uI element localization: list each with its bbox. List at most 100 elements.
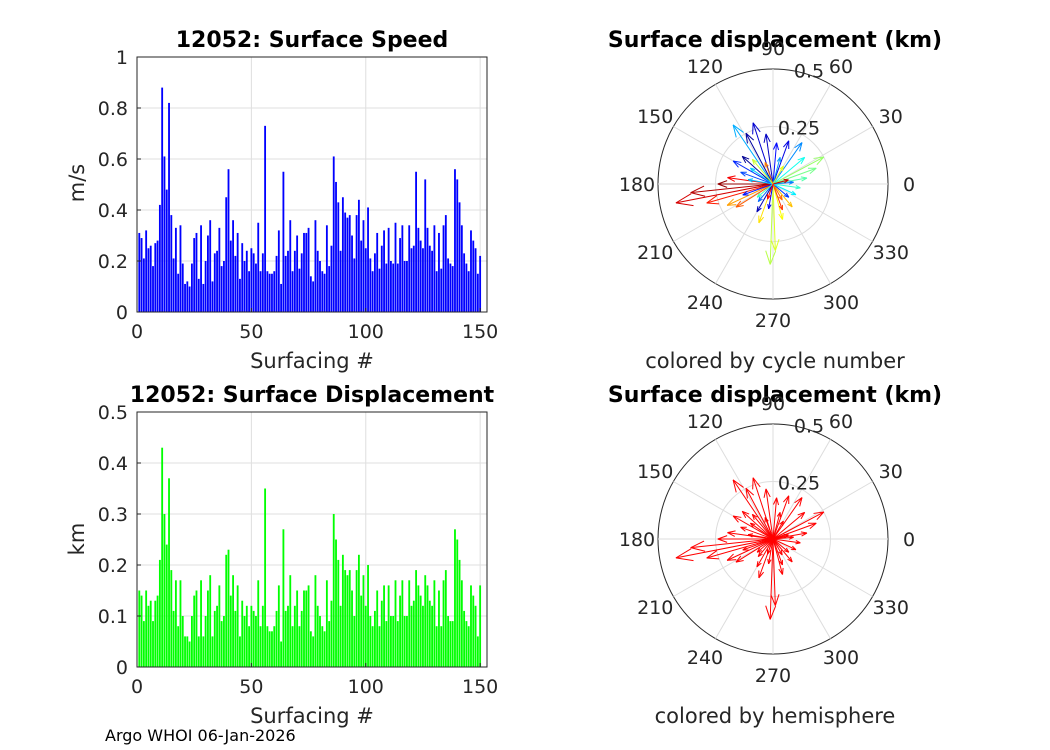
polar-cycle-arrow-head [785,192,790,198]
displacement-bar [303,590,305,667]
displacement-bar [362,575,365,667]
speed-bar [147,248,150,312]
polar-cycle-chart: Surface displacement (km) colored by cyc… [608,28,942,373]
displacement-bar [275,610,278,667]
speed-bar [186,281,189,312]
polar-cycle-arrow-shaft [751,159,774,185]
polar-hemisphere-arrow-shaft [772,522,817,540]
polar-hemisphere-arrow-head [809,522,817,529]
polar-hemisphere-arrow-head [763,488,767,498]
speed-bar [177,273,180,312]
polar-cycle-arrow-head [772,142,778,150]
displacement-chart-ylabel: km [65,523,89,556]
speed-bar [328,266,331,312]
speed-bar [188,286,191,312]
polar-hemisphere-arrow-shaft [751,514,774,540]
polar-hemisphere-arrow [772,512,782,540]
speed-bar [309,276,312,312]
polar-hemisphere-arrow-shaft [772,536,794,540]
displacement-bar [371,626,374,667]
displacement-bar [266,626,269,667]
speed-bar [236,232,239,312]
polar-hemisphere-arrow-head [774,594,780,606]
displacement-bar [392,616,395,667]
displacement-bar [390,616,392,667]
displacement-bar [154,600,157,667]
polar-hemisphere-arrow-head [752,477,761,488]
polar-hemisphere-arrow-shaft [745,487,774,540]
displacement-bar [415,570,417,667]
polar-cycle-arrow-head [797,156,805,161]
polar-cycle-arrow-head [727,204,737,206]
polar-hemisphere-arrow [740,526,774,540]
polar-hemisphere-arrow [745,487,774,540]
displacement-bar [325,580,328,667]
speed-bar [282,171,285,312]
polar-cycle-arrow-head [779,165,784,170]
displacement-bar [357,554,360,667]
polar-hemisphere-arrow-head [801,532,808,537]
displacement-ytick-label: 0.1 [98,606,128,628]
polar-hemisphere-arrow-shaft [772,512,806,540]
displacement-bar [298,626,301,667]
polar-hemisphere-arrow [772,538,790,553]
displacement-bar [232,575,234,667]
polar-cycle-arrow-head [765,133,771,143]
polar-cycle-arrow-head [717,183,728,188]
polar-hemisphere-arrow-head [794,497,803,504]
displacement-bar [293,605,296,667]
polar-hemisphere-arrow-head [733,515,742,518]
polar-cycle-arrow [732,160,774,185]
polar-hemisphere-arrow-head [770,594,776,606]
polar-hemisphere-arrow-head [727,532,735,537]
polar-cycle-arrow-shaft [769,183,774,265]
displacement-bar [406,616,408,667]
polar-hemisphere-arrow [751,513,774,540]
polar-cycle-arrow-shaft [772,157,806,185]
displacement-bar [273,626,276,667]
polar-hemisphere-arrow-head [732,479,737,493]
polar-hemisphere-angle-label: 150 [637,461,673,483]
speed-bar [323,273,326,312]
polar-cycle-arrow-head [794,142,803,149]
displacement-bar [479,585,482,667]
displacement-bar [287,605,289,667]
polar-cycle-angle-label: 150 [637,106,673,128]
speed-bar [422,248,424,312]
displacement-bar [142,621,145,667]
polar-hemisphere-arrow [772,497,803,540]
polar-hemisphere-arrow-head [756,550,763,553]
polar-cycle-arrow-shaft [742,183,774,196]
polar-hemisphere-arrow-shaft [726,538,774,561]
displacement-ytick-label: 0.2 [98,555,128,577]
polar-cycle-arrow [757,183,774,203]
speed-bar [145,230,148,312]
polar-hemisphere-arrow [765,538,777,620]
displacement-bar [179,580,182,667]
polar-hemisphere-angle-label: 330 [873,597,909,619]
speed-bar [305,232,308,312]
displacement-bar [348,570,351,667]
displacement-bar [451,621,454,667]
polar-cycle-arrow-head [750,167,756,170]
displacement-bar [323,631,326,667]
polar-hemisphere-arrow-shaft [768,538,774,565]
displacement-bar [410,605,413,667]
polar-hemisphere-arrow-head [781,520,784,527]
speed-bar [367,207,369,312]
displacement-bar [440,626,443,667]
polar-hemisphere-arrow-head [735,555,742,563]
polar-hemisphere-arrow-shaft [772,538,783,556]
speed-bar [273,271,276,312]
speed-bar [431,250,434,312]
speed-bar [319,261,321,312]
polar-cycle-arrow-shaft [772,142,803,185]
displacement-bar [216,605,218,667]
displacement-bar [394,580,397,667]
polar-hemisphere-arrow [772,511,825,540]
displacement-bar [245,605,248,667]
displacement-bar [387,585,390,667]
displacement-bar [376,590,379,667]
speed-ytick-label: 0.6 [98,149,128,171]
